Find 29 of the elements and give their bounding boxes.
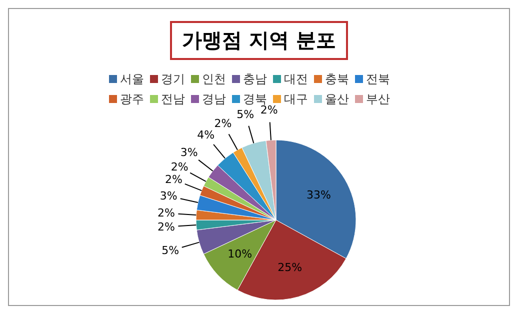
data-label: 3% <box>180 146 198 160</box>
legend-label: 부산 <box>365 91 390 108</box>
legend-label: 대구 <box>284 92 308 106</box>
data-label: 2% <box>170 160 188 174</box>
data-label: 2% <box>157 206 175 220</box>
legend-label: 경북 <box>242 91 267 106</box>
data-label: 33% <box>306 188 331 202</box>
legend-label: 울산 <box>324 91 349 108</box>
data-label: 4% <box>197 128 215 142</box>
legend-label: 경남 <box>201 91 226 108</box>
legend-label: 서울 <box>119 71 144 88</box>
legend-label: 충남 <box>242 71 267 88</box>
data-label: 5% <box>236 108 254 121</box>
data-label: 2% <box>260 104 278 117</box>
data-label: 3% <box>160 190 178 203</box>
legend-label: 경기 <box>160 71 185 88</box>
chart-title: 가맹점 지역 분포 <box>170 21 348 60</box>
data-label: 5% <box>162 244 180 258</box>
legend-label: 대전 <box>283 71 308 88</box>
data-label: 2% <box>214 117 232 130</box>
legend-label: 인천 <box>201 71 226 88</box>
legend-label: 충북 <box>324 71 349 88</box>
legend-label: 전남 <box>160 91 185 108</box>
legend-label: 광주 <box>119 91 144 108</box>
data-label: 2% <box>157 220 175 234</box>
data-label: 25% <box>278 261 302 274</box>
data-label: 10% <box>228 247 252 260</box>
data-label: 2% <box>165 173 182 186</box>
legend-label: 전북 <box>365 71 390 88</box>
